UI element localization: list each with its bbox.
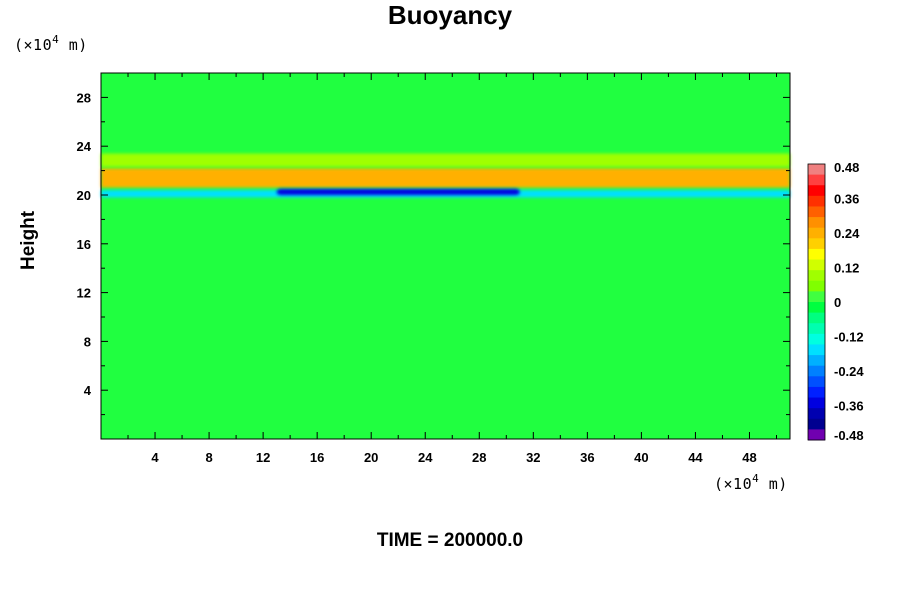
colorbar-swatch bbox=[808, 248, 825, 261]
x-axis: 4 8 12 16 20 24 28 32 36 40 44 48 bbox=[127, 73, 777, 465]
y-tick-label: 4 bbox=[84, 383, 92, 398]
y-axis: 4 8 12 16 20 24 28 bbox=[77, 90, 790, 416]
colorbar-swatch bbox=[808, 418, 825, 430]
colorbar-swatch bbox=[808, 376, 825, 388]
x-tick-label: 28 bbox=[472, 450, 486, 465]
colorbar-swatch bbox=[808, 397, 825, 409]
colorbar-label: 0.24 bbox=[834, 226, 860, 241]
colorbar-label: -0.36 bbox=[834, 399, 864, 414]
x-tick-label: 44 bbox=[688, 450, 703, 465]
colorbar-swatch bbox=[808, 227, 825, 239]
colorbar-swatch bbox=[808, 302, 825, 314]
x-tick-label: 24 bbox=[418, 450, 433, 465]
colorbar-label: -0.48 bbox=[834, 428, 864, 443]
y-tick-label: 12 bbox=[77, 286, 91, 301]
x-tick-label: 32 bbox=[526, 450, 540, 465]
colorbar-label: 0.48 bbox=[834, 160, 859, 175]
x-tick-label: 8 bbox=[205, 450, 212, 465]
x-tick-label: 20 bbox=[364, 450, 378, 465]
colorbar-swatch bbox=[808, 408, 825, 420]
colorbar-swatch bbox=[808, 333, 825, 345]
y-tick-label: 8 bbox=[84, 334, 91, 349]
field-feature-3 bbox=[101, 153, 790, 167]
chart-title: Buoyancy bbox=[387, 0, 513, 30]
x-tick-label: 4 bbox=[151, 450, 159, 465]
y-tick-label: 24 bbox=[77, 139, 92, 154]
x-unit-label: (×104 m) bbox=[714, 472, 788, 493]
field-background bbox=[101, 73, 790, 439]
colorbar-label: 0.12 bbox=[834, 261, 859, 276]
colorbar-frame bbox=[807, 163, 826, 441]
colorbar-swatch bbox=[808, 238, 825, 250]
colorbar-swatch bbox=[808, 217, 825, 229]
colorbar-swatch bbox=[808, 185, 825, 197]
time-label: TIME = 200000.0 bbox=[376, 530, 524, 551]
colorbar-swatch bbox=[808, 280, 825, 292]
colorbar: 0.48 0.36 0.24 0.12 0 -0.12 -0.24 -0.36 -0.48 bbox=[807, 160, 864, 443]
colorbar-swatch bbox=[808, 270, 825, 282]
y-tick-label: 28 bbox=[77, 90, 91, 105]
x-tick-label: 36 bbox=[580, 450, 594, 465]
y-unit-label: (×104 m) bbox=[14, 33, 88, 54]
x-tick-label: 48 bbox=[742, 450, 756, 465]
colorbar-label: -0.24 bbox=[834, 364, 864, 379]
colorbar-label: 0.36 bbox=[834, 192, 859, 207]
colorbar-swatch bbox=[808, 355, 825, 367]
buoyancy-field bbox=[101, 73, 790, 439]
field-feature-2 bbox=[276, 188, 520, 195]
colorbar-swatch bbox=[808, 312, 825, 324]
x-tick-label: 40 bbox=[634, 450, 648, 465]
colorbar-swatch bbox=[808, 195, 825, 207]
y-tick-label: 20 bbox=[77, 188, 91, 203]
y-tick-label: 16 bbox=[77, 237, 91, 252]
colorbar-swatch bbox=[808, 323, 825, 335]
plot-frame bbox=[100, 72, 791, 440]
colorbar-swatch bbox=[808, 386, 825, 399]
colorbar-swatch bbox=[808, 429, 825, 441]
colorbar-swatch bbox=[808, 291, 825, 303]
x-tick-label: 16 bbox=[310, 450, 324, 465]
colorbar-swatch bbox=[808, 174, 825, 186]
x-tick-label: 12 bbox=[256, 450, 270, 465]
colorbar-swatch bbox=[808, 164, 825, 176]
colorbar-swatch bbox=[808, 365, 825, 377]
colorbar-label: -0.12 bbox=[834, 330, 864, 345]
colorbar-swatch bbox=[808, 206, 825, 218]
colorbar-swatch bbox=[808, 344, 825, 356]
colorbar-swatch bbox=[808, 259, 825, 271]
field-feature-0 bbox=[101, 168, 790, 188]
colorbar-label: 0 bbox=[834, 295, 841, 310]
